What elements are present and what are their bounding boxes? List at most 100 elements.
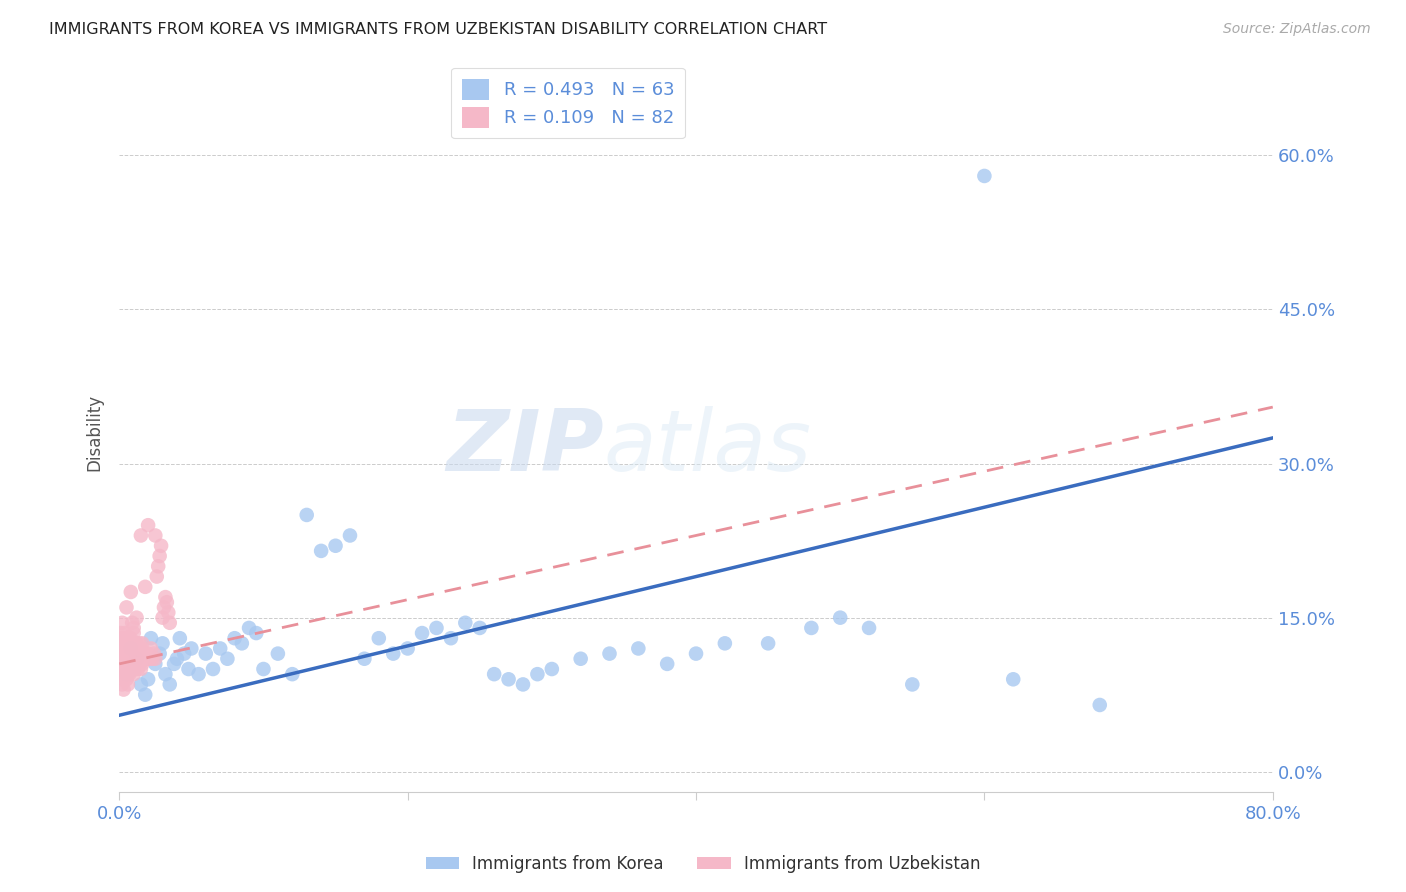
Point — [125, 657, 148, 671]
Point — [115, 647, 138, 661]
Point — [117, 652, 139, 666]
Point — [143, 528, 166, 542]
Point — [159, 677, 181, 691]
Point — [217, 652, 239, 666]
Point — [122, 662, 145, 676]
Point — [145, 569, 167, 583]
Point — [131, 657, 153, 671]
Point — [120, 662, 142, 676]
Point — [110, 626, 132, 640]
Text: IMMIGRANTS FROM KOREA VS IMMIGRANTS FROM UZBEKISTAN DISABILITY CORRELATION CHART: IMMIGRANTS FROM KOREA VS IMMIGRANTS FROM… — [49, 22, 827, 37]
Point — [129, 677, 152, 691]
Point — [830, 610, 852, 624]
Point — [201, 662, 224, 676]
Point — [858, 621, 880, 635]
Point — [166, 652, 188, 666]
Point — [685, 647, 707, 661]
Point — [454, 615, 477, 630]
Point — [124, 641, 146, 656]
Point — [122, 667, 145, 681]
Text: Source: ZipAtlas.com: Source: ZipAtlas.com — [1223, 22, 1371, 37]
Point — [124, 662, 146, 676]
Point — [134, 688, 156, 702]
Point — [139, 631, 162, 645]
Point — [112, 652, 135, 666]
Point — [148, 559, 170, 574]
Point — [512, 677, 534, 691]
Point — [114, 657, 136, 671]
Point — [440, 631, 463, 645]
Point — [1002, 673, 1025, 687]
Point — [156, 595, 179, 609]
Point — [117, 667, 139, 681]
Point — [110, 647, 132, 661]
Point — [112, 662, 135, 676]
Point — [118, 631, 141, 645]
Point — [112, 682, 135, 697]
Point — [252, 662, 274, 676]
Point — [110, 657, 132, 671]
Point — [142, 647, 165, 661]
Point — [209, 641, 232, 656]
Point — [143, 657, 166, 671]
Y-axis label: Disability: Disability — [86, 394, 103, 471]
Point — [194, 647, 217, 661]
Point — [267, 647, 290, 661]
Point — [111, 631, 134, 645]
Text: ZIP: ZIP — [446, 406, 603, 489]
Point — [245, 626, 267, 640]
Point — [309, 544, 332, 558]
Point — [114, 667, 136, 681]
Point — [482, 667, 505, 681]
Point — [325, 539, 347, 553]
Point — [153, 600, 176, 615]
Point — [122, 626, 145, 640]
Legend: Immigrants from Korea, Immigrants from Uzbekistan: Immigrants from Korea, Immigrants from U… — [419, 848, 987, 880]
Point — [353, 652, 375, 666]
Legend: R = 0.493   N = 63, R = 0.109   N = 82: R = 0.493 N = 63, R = 0.109 N = 82 — [451, 68, 685, 138]
Point — [111, 662, 134, 676]
Point — [132, 652, 155, 666]
Point — [141, 652, 163, 666]
Point — [339, 528, 361, 542]
Point — [121, 615, 143, 630]
Point — [756, 636, 779, 650]
Point — [526, 667, 548, 681]
Point — [115, 662, 138, 676]
Point — [111, 677, 134, 691]
Point — [155, 667, 177, 681]
Point — [128, 636, 150, 650]
Point — [149, 647, 172, 661]
Point — [657, 657, 679, 671]
Point — [128, 657, 150, 671]
Point — [121, 641, 143, 656]
Point — [152, 636, 174, 650]
Point — [159, 615, 181, 630]
Point — [121, 657, 143, 671]
Point — [120, 631, 142, 645]
Point — [627, 641, 650, 656]
Point — [111, 667, 134, 681]
Point — [180, 641, 202, 656]
Point — [714, 636, 737, 650]
Point — [125, 652, 148, 666]
Point — [169, 631, 191, 645]
Point — [1088, 698, 1111, 712]
Point — [129, 641, 152, 656]
Point — [118, 667, 141, 681]
Point — [115, 673, 138, 687]
Point — [134, 647, 156, 661]
Point — [425, 621, 447, 635]
Point — [150, 539, 173, 553]
Point — [135, 652, 157, 666]
Point — [149, 549, 172, 563]
Point — [110, 667, 132, 681]
Point — [281, 667, 304, 681]
Point — [117, 641, 139, 656]
Point — [129, 662, 152, 676]
Point — [468, 621, 491, 635]
Point — [173, 647, 195, 661]
Point — [498, 673, 520, 687]
Point — [396, 641, 419, 656]
Point — [127, 641, 149, 656]
